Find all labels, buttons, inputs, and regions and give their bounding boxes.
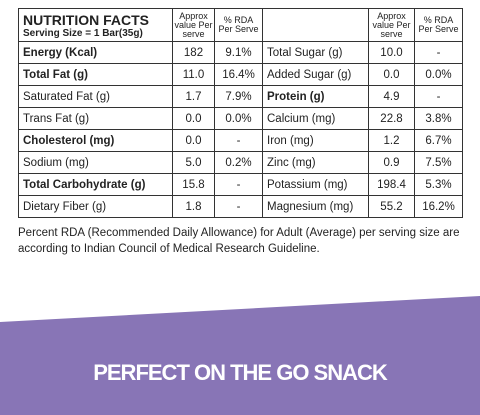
header-cell: NUTRITION FACTS Serving Size = 1 Bar(35g) <box>18 8 173 42</box>
title: NUTRITION FACTS <box>23 11 149 28</box>
table-row: Sodium (mg) 5.0 0.2% Zinc (mg) 0.9 7.5% <box>18 151 463 174</box>
nutrient-value: 55.2 <box>368 195 415 218</box>
nutrient-name: Cholesterol (mg) <box>18 129 173 152</box>
banner-text: PERFECT ON THE GO SNACK <box>93 360 388 385</box>
nutrient-value: 1.8 <box>172 195 215 218</box>
nutrient-value: - <box>414 85 463 108</box>
serving-size: Serving Size = 1 Bar(35g) <box>23 27 143 39</box>
nutrient-name: Energy (Kcal) <box>18 41 173 64</box>
nutrient-value: 4.9 <box>368 85 415 108</box>
nutrition-table: NUTRITION FACTS Serving Size = 1 Bar(35g)… <box>18 8 463 218</box>
nutrient-value: - <box>214 129 263 152</box>
nutrient-value: 182 <box>172 41 215 64</box>
table-row: Saturated Fat (g) 1.7 7.9% Protein (g) 4.9- <box>18 85 463 108</box>
nutrient-value: 3.8% <box>414 107 463 130</box>
nutrient-name: Dietary Fiber (g) <box>18 195 173 218</box>
nutrient-value: - <box>214 173 263 196</box>
nutrient-value: - <box>214 195 263 218</box>
nutrient-value: 22.8 <box>368 107 415 130</box>
purple-band <box>0 296 480 415</box>
column-header: % RDA Per Serve <box>214 8 263 42</box>
nutrient-value: 16.4% <box>214 63 263 86</box>
nutrient-value: 0.0 <box>172 129 215 152</box>
table-row: Dietary Fiber (g) 1.8- Magnesium (mg) 55.2 1… <box>18 195 463 218</box>
nutrient-value: 0.0 <box>368 63 415 86</box>
table-row: Trans Fat (g) 0.0 0.0% Calcium (mg) 22.8 3.8% <box>18 107 463 130</box>
table-row: Total Fat (g) 11.0 16.4% Added Sugar (g) 0.0… <box>18 63 463 86</box>
nutrient-name: Saturated Fat (g) <box>18 85 173 108</box>
empty-header <box>262 8 369 42</box>
nutrient-value: 7.9% <box>214 85 263 108</box>
nutrient-name: Added Sugar (g) <box>262 63 369 86</box>
nutrient-name: Zinc (mg) <box>262 151 369 174</box>
nutrient-value: 0.0 <box>172 107 215 130</box>
nutrient-value: 1.2 <box>368 129 415 152</box>
nutrient-value: 1.7 <box>172 85 215 108</box>
footnote: Percent RDA (Recommended Daily Allowance… <box>18 227 460 255</box>
column-header: Approx value Per serve <box>368 8 415 42</box>
nutrient-name: Potassium (mg) <box>262 173 369 196</box>
table-row: Cholesterol (mg) 0.0- Iron (mg) 1.2 6.7% <box>18 129 463 152</box>
table-row: Total Carbohydrate (g) 15.8- Potassium (mg… <box>18 173 463 196</box>
nutrient-name: Trans Fat (g) <box>18 107 173 130</box>
nutrient-name: Total Carbohydrate (g) <box>18 173 173 196</box>
nutrient-value: 0.9 <box>368 151 415 174</box>
nutrient-name: Calcium (mg) <box>262 107 369 130</box>
nutrient-name: Magnesium (mg) <box>262 195 369 218</box>
nutrient-value: 15.8 <box>172 173 215 196</box>
column-header: Approx value Per serve <box>172 8 215 42</box>
nutrient-value: 198.4 <box>368 173 415 196</box>
nutrient-value: 10.0 <box>368 41 415 64</box>
nutrient-name: Total Fat (g) <box>18 63 173 86</box>
nutrient-value: 0.0% <box>414 63 463 86</box>
nutrient-name: Total Sugar (g) <box>262 41 369 64</box>
nutrient-value: 5.3% <box>414 173 463 196</box>
nutrient-value: - <box>414 41 463 64</box>
nutrient-value: 6.7% <box>414 129 463 152</box>
nutrient-value: 11.0 <box>172 63 215 86</box>
column-header: % RDA Per Serve <box>414 8 463 42</box>
nutrient-value: 16.2% <box>414 195 463 218</box>
nutrient-name: Iron (mg) <box>262 129 369 152</box>
nutrient-name: Protein (g) <box>262 85 369 108</box>
nutrient-value: 7.5% <box>414 151 463 174</box>
header-row: NUTRITION FACTS Serving Size = 1 Bar(35g)… <box>18 8 463 42</box>
nutrient-value: 0.2% <box>214 151 263 174</box>
nutrient-value: 5.0 <box>172 151 215 174</box>
nutrient-name: Sodium (mg) <box>18 151 173 174</box>
table-row: Energy (Kcal) 182 9.1% Total Sugar (g) 10.0- <box>18 41 463 64</box>
nutrient-value: 0.0% <box>214 107 263 130</box>
nutrient-value: 9.1% <box>214 41 263 64</box>
